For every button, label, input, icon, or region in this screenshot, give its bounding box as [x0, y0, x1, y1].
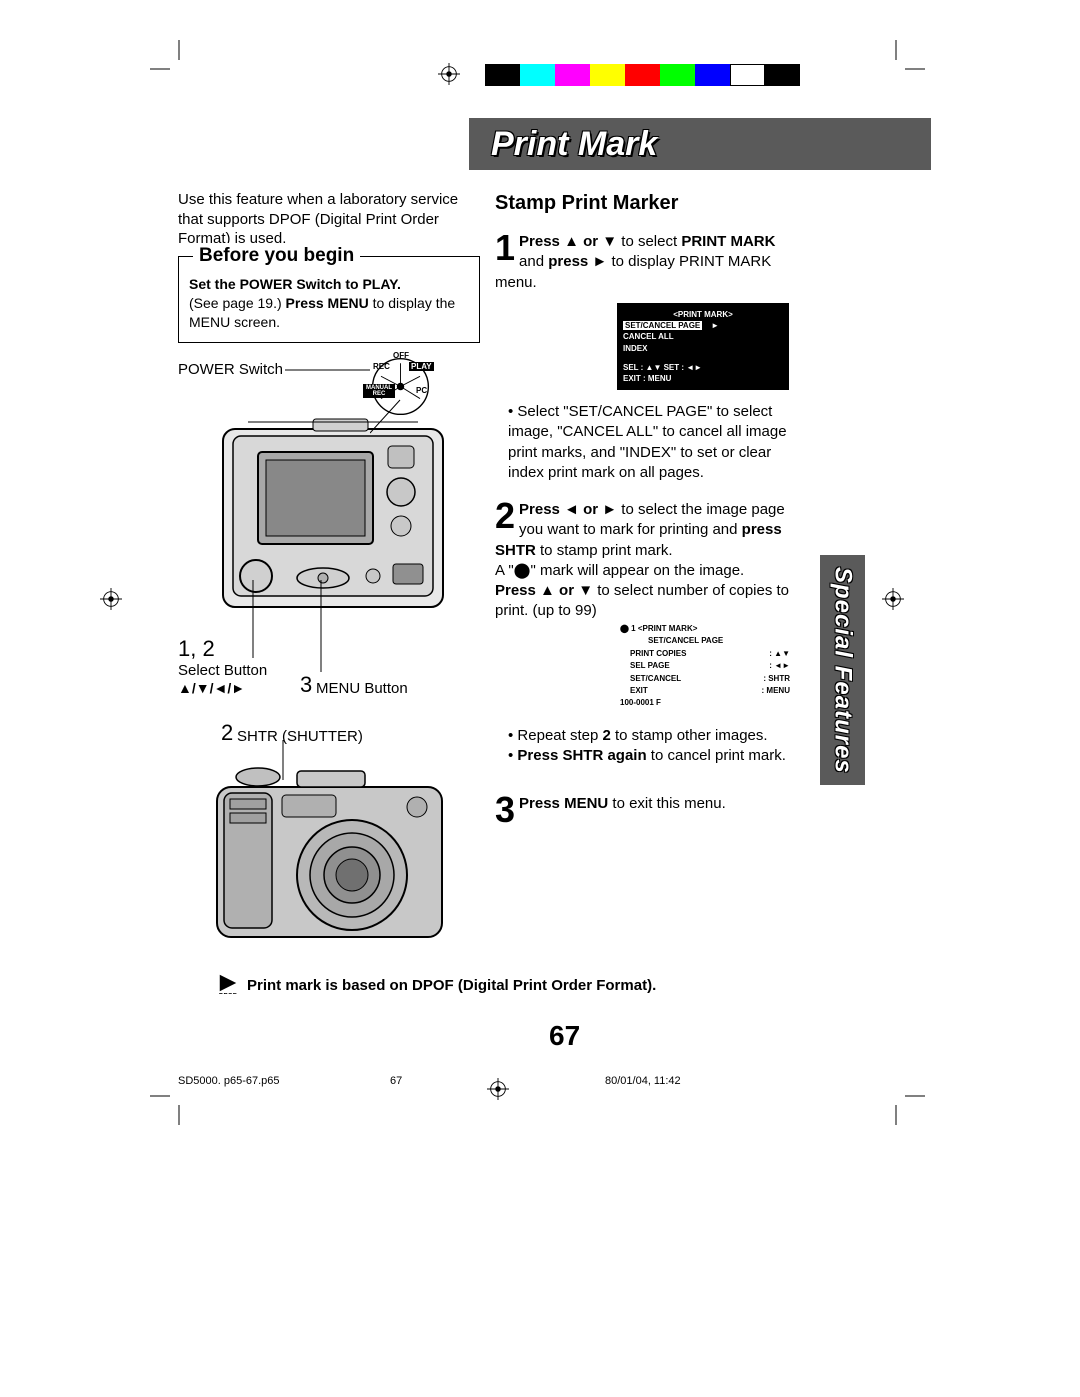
- step-1-bullet: • Select "SET/CANCEL PAGE" to select ima…: [508, 402, 804, 483]
- dpof-icon: DPOF: [217, 972, 239, 998]
- dial-rec: REC: [373, 362, 390, 371]
- step-1-2-label: 1, 2: [178, 636, 215, 662]
- leader-line: [250, 580, 256, 658]
- registration-mark-icon: [882, 588, 904, 610]
- registration-mark-icon: [100, 588, 122, 610]
- print-mark-menu-screenshot: <PRINT MARK> SET/CANCEL PAGE ► CANCEL AL…: [617, 303, 789, 390]
- svg-text:DPOF: DPOF: [219, 993, 237, 994]
- footer-file: SD5000. p65-67.p65: [178, 1075, 280, 1087]
- step-number-2: 2: [495, 500, 515, 532]
- leader-line: [370, 395, 440, 435]
- shtr-label: SHTR (SHUTTER): [237, 728, 363, 745]
- dial-off: OFF: [393, 351, 409, 360]
- crop-mark-icon: [895, 1095, 925, 1125]
- dial-pc: PC: [416, 386, 427, 395]
- step-3: 3 Press MENU to exit this menu.: [495, 794, 805, 826]
- intro-text: Use this feature when a laboratory servi…: [178, 190, 468, 249]
- menu-button-num: 3: [300, 672, 312, 698]
- page-title: Print Mark: [491, 125, 657, 164]
- select-button-label: Select Button: [178, 662, 267, 679]
- registration-mark-icon: [438, 63, 460, 85]
- crop-mark-icon: [150, 40, 180, 70]
- arrows-label: ▲/▼/◄/►: [178, 680, 245, 696]
- before-legend: Before you begin: [193, 243, 360, 269]
- step-number-3: 3: [495, 794, 515, 826]
- stamp-print-marker-heading: Stamp Print Marker: [495, 192, 678, 215]
- print-mark-menu2-screenshot: ⬤ 1 <PRINT MARK> SET/CANCEL PAGE PRINT C…: [620, 623, 790, 710]
- before-you-begin-box: Before you begin Set the POWER Switch to…: [178, 256, 480, 343]
- section-tab-label: Special Features: [829, 567, 857, 774]
- footer-page: 67: [390, 1075, 402, 1087]
- crop-mark-icon: [895, 40, 925, 70]
- power-switch-label: POWER Switch: [178, 361, 283, 378]
- menu-button-label: MENU Button: [316, 680, 408, 697]
- footer-date: 80/01/04, 11:42: [605, 1075, 681, 1087]
- step-2-bullets: • Repeat step 2 to stamp other images. •…: [508, 726, 808, 767]
- dpof-note: DPOF Print mark is based on DPOF (Digita…: [217, 972, 656, 998]
- step-2: 2 Press ◄ or ► to select the image page …: [495, 500, 805, 622]
- registration-mark-icon: [487, 1078, 509, 1100]
- camera-front-illustration: [212, 765, 450, 950]
- step-1: 1 Press ▲ or ▼ to select PRINT MARK and …: [495, 232, 805, 293]
- shtr-num: 2: [221, 720, 233, 746]
- page-header: Print Mark: [469, 118, 931, 170]
- step-number-1: 1: [495, 232, 515, 264]
- page-number: 67: [549, 1020, 580, 1052]
- crop-mark-icon: [150, 1095, 180, 1125]
- section-tab: Special Features: [820, 555, 865, 785]
- leader-line: [318, 580, 324, 672]
- before-line1: Set the POWER Switch to PLAY.: [189, 276, 401, 292]
- dial-play: PLAY: [409, 362, 434, 371]
- leader-line: [285, 368, 370, 372]
- print-color-bar: [485, 64, 800, 86]
